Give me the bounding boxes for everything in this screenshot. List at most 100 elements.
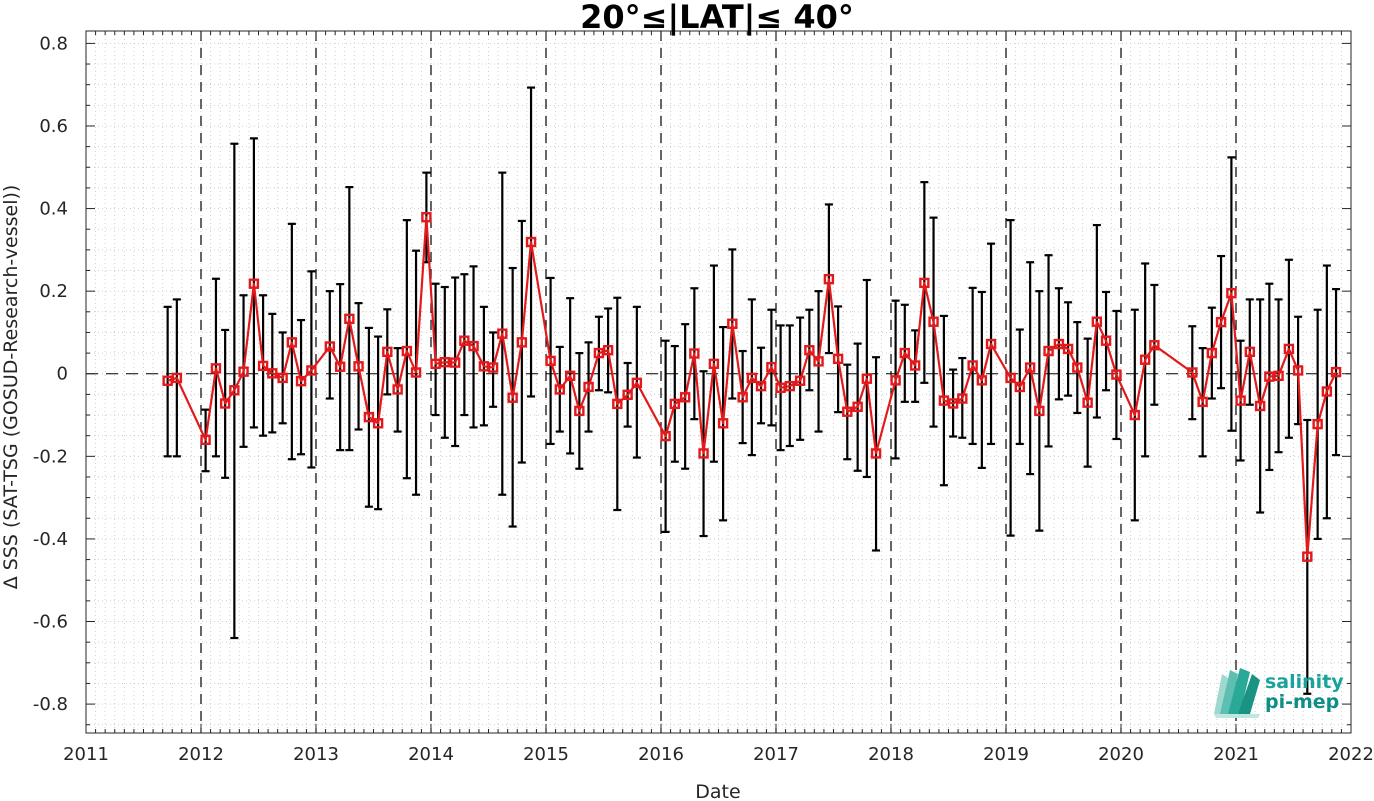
data-point-marker [401, 345, 413, 357]
x-tick-label: 2022 [1328, 744, 1374, 765]
data-point-marker [1149, 340, 1160, 351]
data-point-marker [257, 360, 269, 372]
data-point-marker [545, 355, 556, 367]
logo-text-pimep: pi-mep [1265, 691, 1339, 713]
data-point-marker [1273, 370, 1284, 382]
data-point-marker [507, 392, 518, 403]
data-point-marker [478, 361, 490, 372]
data-point-marker [928, 316, 939, 327]
data-point-marker [210, 363, 222, 374]
data-point-marker [1226, 288, 1237, 299]
y-axis-label: Δ SSS (SAT-TSG (GOSUD-Research-vessel)) [0, 185, 22, 590]
data-point-marker [861, 373, 873, 384]
data-point-marker [919, 277, 930, 289]
data-point-marker [823, 273, 835, 285]
data-point-marker [1139, 354, 1151, 365]
data-point-marker [909, 360, 921, 371]
data-point-marker [267, 368, 278, 379]
data-point-marker [832, 353, 844, 365]
x-axis-label: Date [695, 781, 740, 801]
reference-lines [86, 31, 1351, 733]
data-point-marker [1215, 316, 1227, 328]
y-tick-label: 0.8 [39, 33, 68, 54]
data-point-marker [1100, 335, 1112, 346]
x-tick-label: 2015 [523, 744, 569, 765]
data-point-marker [295, 375, 307, 387]
data-point-marker [372, 418, 384, 429]
data-point-marker [1014, 381, 1025, 393]
data-point-marker [410, 367, 422, 378]
data-point-marker [1197, 396, 1208, 408]
data-point-marker [947, 398, 959, 409]
data-point-marker [842, 406, 853, 417]
data-point-marker [967, 360, 978, 371]
data-point-marker [602, 345, 614, 356]
x-tick-label: 2012 [178, 744, 224, 765]
y-tick-label: -0.2 [33, 446, 68, 467]
data-point-marker [459, 335, 470, 346]
y-tick-label: 0.2 [39, 281, 68, 302]
data-point-marker [497, 328, 508, 339]
chart-title: 20°≤|LAT|≤ 40° [580, 0, 854, 37]
data-point-marker [1072, 362, 1083, 373]
data-point-marker [1330, 366, 1342, 378]
data-point-marker [622, 389, 633, 401]
data-point-marker [554, 384, 565, 395]
data-point-marker [755, 380, 767, 392]
data-point-marker [985, 338, 997, 350]
data-point-marker [727, 318, 738, 329]
y-tick-label: -0.8 [33, 694, 68, 715]
axis-ticks [85, 31, 1352, 733]
data-point-marker [957, 393, 968, 404]
data-point-marker [277, 372, 288, 384]
data-point-marker [890, 375, 901, 386]
data-point-marker [248, 278, 260, 289]
data-point-marker [976, 375, 988, 386]
logo-text-salinity: salinity [1265, 671, 1344, 693]
data-point-marker [238, 366, 249, 377]
data-point-marker [171, 372, 183, 384]
data-point-marker [1024, 362, 1036, 373]
data-point-marker [306, 365, 317, 376]
data-point-marker [631, 377, 643, 389]
data-point-marker [1206, 347, 1218, 359]
data-point-marker [1082, 397, 1093, 408]
data-point-marker [717, 418, 729, 429]
data-point-marker [286, 337, 298, 348]
y-tick-label: 0 [57, 364, 68, 385]
data-point-marker [324, 341, 335, 352]
data-point-marker [1235, 395, 1246, 406]
data-point-marker [1034, 405, 1045, 417]
data-point-marker [1062, 343, 1074, 355]
data-point-marker [612, 398, 623, 410]
x-tick-label: 2019 [983, 744, 1029, 765]
data-point-marker [449, 357, 461, 368]
data-point-marker [421, 212, 432, 223]
salinity-pimep-logo: salinity pi-mep [1214, 668, 1344, 718]
data-point-marker [852, 401, 863, 412]
data-point-marker [1091, 316, 1103, 327]
y-tick-label: 0.4 [39, 199, 68, 220]
data-point-marker [382, 346, 393, 358]
data-point-marker [363, 411, 375, 423]
data-point-marker [813, 356, 824, 367]
y-tick-label: -0.6 [33, 612, 68, 633]
data-point-marker [229, 385, 240, 396]
data-point-marker [766, 361, 777, 373]
data-point-marker [564, 370, 576, 382]
y-tick-label: -0.4 [33, 529, 68, 550]
data-point-marker [334, 361, 346, 372]
data-point-marker [344, 313, 355, 325]
data-point-marker [1005, 372, 1016, 384]
data-point-marker [468, 340, 479, 352]
data-point-marker [1254, 400, 1266, 412]
data-point-marker [1043, 345, 1054, 357]
data-point-marker [1244, 346, 1256, 358]
x-tick-label: 2018 [868, 744, 914, 765]
data-point-marker [899, 347, 910, 359]
data-point-marker [1187, 367, 1198, 378]
data-point-marker [784, 380, 795, 392]
data-point-marker [200, 434, 211, 446]
data-point-marker [746, 372, 758, 384]
